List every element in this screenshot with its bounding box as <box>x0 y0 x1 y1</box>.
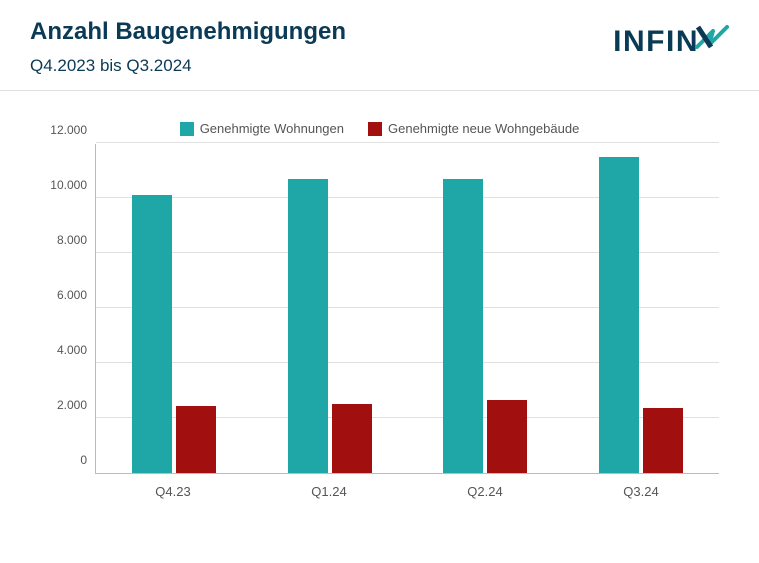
x-tick-label: Q2.24 <box>407 484 563 499</box>
logo-text: INFIN <box>613 23 729 61</box>
bar-group <box>563 144 719 473</box>
legend-swatch <box>180 122 194 136</box>
y-tick-label: 0 <box>40 453 87 467</box>
bar <box>132 195 172 473</box>
y-tick-label: 4.000 <box>40 343 87 357</box>
y-tick-label: 2.000 <box>40 398 87 412</box>
page-subtitle: Q4.2023 bis Q3.2024 <box>30 56 613 76</box>
x-tick-label: Q4.23 <box>95 484 251 499</box>
logo-swoosh-icon <box>695 23 729 61</box>
x-axis-labels: Q4.23Q1.24Q2.24Q3.24 <box>95 484 719 499</box>
bar <box>599 157 639 473</box>
logo-word: INFIN <box>613 25 699 59</box>
legend-item: Genehmigte neue Wohngebäude <box>368 121 579 136</box>
plot-area <box>95 144 719 474</box>
bar <box>487 400 527 473</box>
y-tick-label: 6.000 <box>40 288 87 302</box>
bar-group <box>252 144 408 473</box>
legend-label: Genehmigte Wohnungen <box>200 121 344 136</box>
bar-group <box>96 144 252 473</box>
bar <box>443 179 483 473</box>
legend-item: Genehmigte Wohnungen <box>180 121 344 136</box>
bar <box>332 404 372 473</box>
chart-container: 02.0004.0006.0008.00010.00012.000 <box>95 144 719 474</box>
y-tick-label: 12.000 <box>40 123 87 137</box>
legend-swatch <box>368 122 382 136</box>
y-tick-label: 8.000 <box>40 233 87 247</box>
bar-group <box>408 144 564 473</box>
bars-row <box>96 144 719 473</box>
bar <box>643 408 683 473</box>
page-title: Anzahl Baugenehmigungen <box>30 18 613 46</box>
y-axis: 02.0004.0006.0008.00010.00012.000 <box>40 144 95 474</box>
chart-legend: Genehmigte Wohnungen Genehmigte neue Wohn… <box>40 121 719 136</box>
x-tick-label: Q3.24 <box>563 484 719 499</box>
bar <box>176 406 216 473</box>
brand-logo: INFIN <box>613 23 729 61</box>
chart-area: Genehmigte Wohnungen Genehmigte neue Wohn… <box>0 91 759 519</box>
bar <box>288 179 328 473</box>
x-tick-label: Q1.24 <box>251 484 407 499</box>
legend-label: Genehmigte neue Wohngebäude <box>388 121 579 136</box>
y-tick-label: 10.000 <box>40 178 87 192</box>
header-left: Anzahl Baugenehmigungen Q4.2023 bis Q3.2… <box>30 18 613 76</box>
header: Anzahl Baugenehmigungen Q4.2023 bis Q3.2… <box>0 0 759 91</box>
gridline <box>96 142 719 143</box>
